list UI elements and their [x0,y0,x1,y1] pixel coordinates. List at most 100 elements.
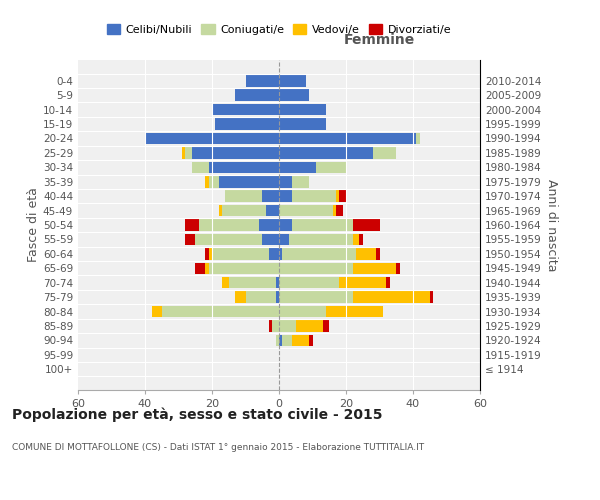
Bar [279,306,383,318]
Bar [279,248,283,260]
Bar [209,248,279,260]
Bar [279,205,343,216]
Bar [212,248,279,260]
Y-axis label: Fasce di età: Fasce di età [27,188,40,262]
Bar [279,219,380,231]
Bar [279,262,353,274]
Bar [152,306,279,318]
Bar [192,147,279,158]
Bar [275,334,279,346]
Bar [192,162,279,173]
Bar [279,262,400,274]
Bar [279,219,353,231]
Bar [245,292,279,303]
Bar [215,118,279,130]
Bar [279,147,396,158]
Bar [272,320,279,332]
Bar [279,176,309,188]
Bar [279,118,326,130]
Bar [279,75,306,86]
Bar [279,75,306,86]
Bar [279,176,309,188]
Bar [279,118,326,130]
Bar [279,162,316,173]
Bar [245,75,279,86]
Bar [279,118,326,130]
Bar [266,205,279,216]
Bar [192,162,279,173]
Text: COMUNE DI MOTTAFOLLONE (CS) - Dati ISTAT 1° gennaio 2015 - Elaborazione TUTTITAL: COMUNE DI MOTTAFOLLONE (CS) - Dati ISTAT… [12,442,424,452]
Bar [192,162,279,173]
Bar [279,90,309,101]
Bar [209,262,279,274]
Bar [279,90,309,101]
Bar [269,320,279,332]
Bar [145,132,279,144]
Bar [279,219,353,231]
Bar [279,334,283,346]
Bar [279,90,309,101]
Bar [279,334,309,346]
Bar [279,147,396,158]
Text: Femmine: Femmine [344,33,415,47]
Bar [245,75,279,86]
Bar [212,104,279,116]
Bar [279,132,420,144]
Bar [262,234,279,245]
Bar [279,75,306,86]
Bar [269,248,279,260]
Bar [226,190,279,202]
Bar [279,277,389,288]
Bar [279,176,309,188]
Bar [195,234,279,245]
Bar [279,334,292,346]
Bar [222,205,279,216]
Bar [279,277,386,288]
Bar [279,320,329,332]
Bar [279,320,296,332]
Bar [279,248,380,260]
Bar [279,190,336,202]
Bar [212,104,279,116]
Bar [279,292,433,303]
Bar [279,132,416,144]
Bar [195,262,279,274]
Bar [226,190,279,202]
Bar [235,292,279,303]
Bar [209,176,279,188]
Bar [235,90,279,101]
Bar [185,147,279,158]
Bar [279,306,326,318]
Bar [275,334,279,346]
Bar [182,147,279,158]
Bar [162,306,279,318]
Bar [199,219,279,231]
Bar [279,306,383,318]
Bar [275,334,279,346]
Legend: Celibi/Nubili, Coniugati/e, Vedovi/e, Divorziati/e: Celibi/Nubili, Coniugati/e, Vedovi/e, Di… [103,20,455,39]
Bar [279,234,289,245]
Bar [205,262,279,274]
Text: Popolazione per età, sesso e stato civile - 2015: Popolazione per età, sesso e stato civil… [12,408,383,422]
Bar [279,277,340,288]
Bar [235,292,279,303]
Bar [279,190,340,202]
Bar [275,277,279,288]
Bar [212,104,279,116]
Bar [279,104,326,116]
Bar [229,277,279,288]
Bar [205,176,279,188]
Bar [279,162,346,173]
Bar [182,147,279,158]
Bar [222,277,279,288]
Bar [145,132,279,144]
Bar [279,75,306,86]
Bar [152,306,279,318]
Bar [279,190,292,202]
Y-axis label: Anni di nascita: Anni di nascita [545,179,558,271]
Bar [199,219,279,231]
Bar [218,205,279,216]
Bar [279,104,326,116]
Bar [235,90,279,101]
Bar [279,234,359,245]
